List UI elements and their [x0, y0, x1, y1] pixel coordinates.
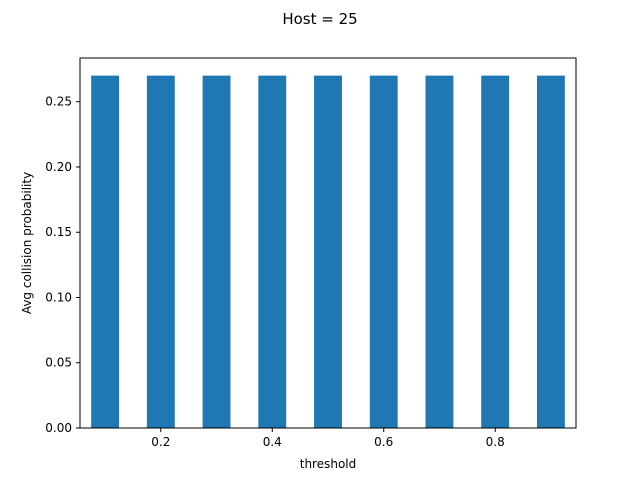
bar: [91, 75, 120, 428]
bar: [314, 75, 342, 428]
plot-frame: [79, 57, 577, 429]
y-tick-label: 0.25: [45, 95, 72, 109]
bar: [536, 75, 565, 428]
x-tick-label: 0.2: [151, 435, 170, 449]
y-tick-label: 0.00: [45, 421, 72, 435]
bar: [425, 75, 454, 428]
y-axis-label: Avg collision probability: [20, 172, 34, 314]
y-tick-label: 0.10: [45, 290, 72, 304]
y-axis-ticks: 0.00 0.05 0.10 0.15 0.20 0.25: [45, 95, 80, 435]
bar: [258, 75, 287, 428]
chart-title: Host = 25: [282, 10, 357, 28]
x-axis-label: threshold: [300, 457, 357, 471]
bar: [481, 75, 510, 428]
x-tick-label: 0.4: [263, 435, 282, 449]
x-tick-label: 0.8: [486, 435, 505, 449]
y-tick-label: 0.20: [45, 160, 72, 174]
bars: [91, 75, 565, 428]
x-tick-label: 0.6: [374, 435, 393, 449]
bar: [202, 75, 231, 428]
bar: [369, 75, 398, 428]
x-axis-ticks: 0.2 0.4 0.6 0.8: [151, 428, 505, 449]
y-tick-label: 0.05: [45, 356, 72, 370]
y-tick-label: 0.15: [45, 225, 72, 239]
bar: [146, 75, 175, 428]
